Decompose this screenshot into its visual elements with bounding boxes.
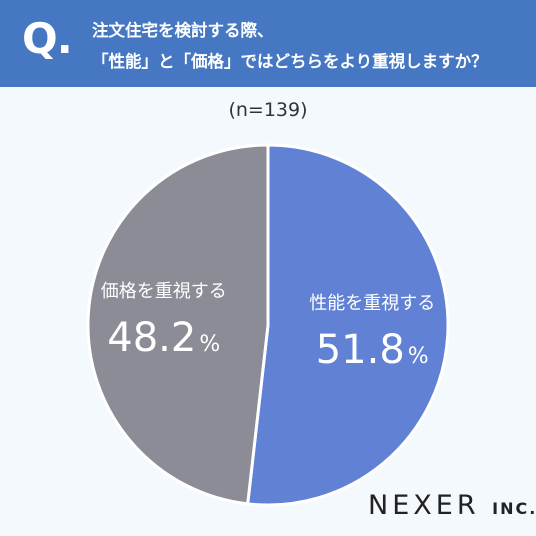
nexer-logo: NEXER INC. <box>368 490 536 521</box>
logo-name: NEXER <box>368 490 480 521</box>
slice-value-1: 48.2% <box>107 315 220 361</box>
slice-label-1: 価格を重視する <box>101 281 227 302</box>
question-header: Q. 注文住宅を検討する際、 「性能」と「価格」ではどちらをより重視しますか？ <box>0 0 536 87</box>
question-line-2: 「性能」と「価格」ではどちらをより重視しますか？ <box>92 52 488 71</box>
question-line-1: 注文住宅を検討する際、 <box>92 21 274 40</box>
slice-value-0: 51.8% <box>316 327 429 373</box>
sample-size-label: (n=139) <box>228 99 308 121</box>
slice-label-0: 性能を重視する <box>309 293 435 314</box>
pie-slice-0 <box>246 143 450 507</box>
pie-slice-1 <box>86 143 270 506</box>
logo-suffix: INC. <box>492 499 536 518</box>
question-mark: Q. <box>22 14 73 63</box>
